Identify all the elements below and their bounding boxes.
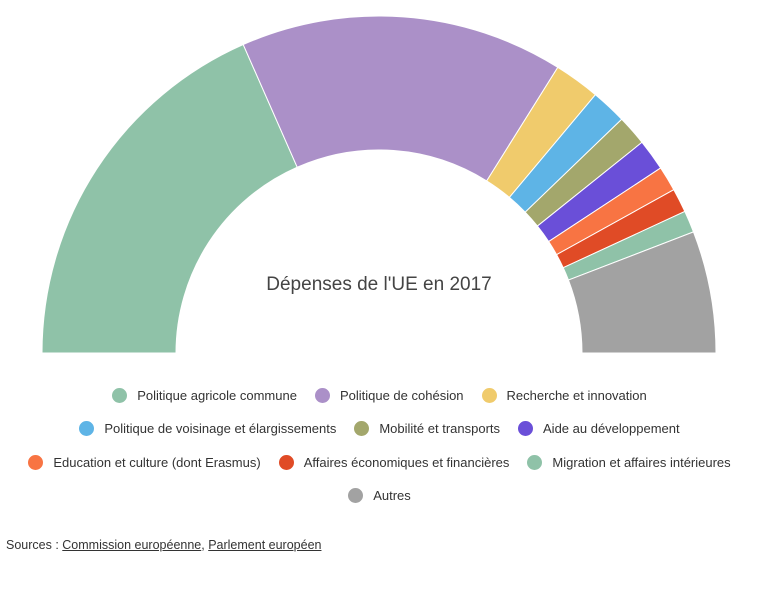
source-link-parlement[interactable]: Parlement européen (208, 538, 322, 552)
legend-dot-icon (481, 387, 497, 403)
chart-slices (41, 15, 717, 354)
legend-label: Autres (373, 488, 411, 503)
legend-row: Politique agricole commune Politique de c… (103, 384, 656, 406)
legend-dot-icon (28, 454, 44, 470)
legend-item-autres[interactable]: Autres (348, 488, 411, 503)
semi-donut-chart: Dépenses de l'UE en 2017 (41, 15, 717, 354)
legend-item-aide-au-developpement[interactable]: Aide au développement (518, 421, 680, 436)
legend-item-recherche-et-innovation[interactable]: Recherche et innovation (481, 387, 647, 403)
legend-item-affaires-economiques-et-financieres[interactable]: Affaires économiques et financières (278, 454, 510, 470)
chart-title: Dépenses de l'UE en 2017 (266, 274, 491, 295)
legend-item-politique-de-voisinage-et-elargissements[interactable]: Politique de voisinage et élargissements (79, 421, 336, 436)
slice-autres[interactable] (567, 231, 717, 354)
legend-label: Affaires économiques et financières (303, 454, 510, 470)
legend-item-education-et-culture-dont-erasmus[interactable]: Education et culture (dont Erasmus) (28, 454, 261, 470)
sources-separator: , (201, 538, 209, 552)
sources-line: Sources : Commission européenne, Parleme… (6, 538, 321, 552)
legend-label: Politique de voisinage et élargissements (104, 421, 337, 436)
legend-row: Education et culture (dont Erasmus) Affai… (19, 451, 739, 473)
source-link-commission[interactable]: Commission européenne (62, 538, 202, 552)
legend-label: Aide au développement (543, 421, 680, 436)
legend-dot-icon (518, 421, 534, 436)
legend-row: Politique de voisinage et élargissements… (70, 418, 688, 440)
slice-politique-agricole-commune[interactable] (41, 43, 298, 354)
legend-item-migration-et-affaires-interieures[interactable]: Migration et affaires intérieures (527, 454, 731, 470)
slice-politique-de-cohesion[interactable] (242, 15, 559, 182)
legend-label: Mobilité et transports (379, 421, 501, 436)
legend-dot-icon (348, 488, 364, 503)
legend-label: Politique de cohésion (339, 387, 464, 403)
legend-dot-icon (79, 421, 95, 436)
legend-item-politique-agricole-commune[interactable]: Politique agricole commune (112, 387, 297, 403)
legend-dot-icon (112, 387, 128, 403)
legend-item-politique-de-cohesion[interactable]: Politique de cohésion (314, 387, 464, 403)
sources-prefix: Sources : (6, 538, 63, 552)
legend-dot-icon (527, 454, 543, 470)
legend-dot-icon (354, 421, 370, 436)
legend-dot-icon (278, 454, 294, 470)
legend-label: Politique agricole commune (137, 387, 297, 403)
legend-label: Migration et affaires intérieures (552, 454, 731, 470)
legend-dot-icon (314, 387, 330, 403)
legend-label: Education et culture (dont Erasmus) (53, 454, 261, 470)
chart-legend: Politique agricole commune Politique de c… (0, 384, 759, 518)
legend-row: Autres (339, 485, 420, 507)
legend-label: Recherche et innovation (506, 387, 647, 403)
legend-item-mobilite-et-transports[interactable]: Mobilité et transports (354, 421, 500, 436)
